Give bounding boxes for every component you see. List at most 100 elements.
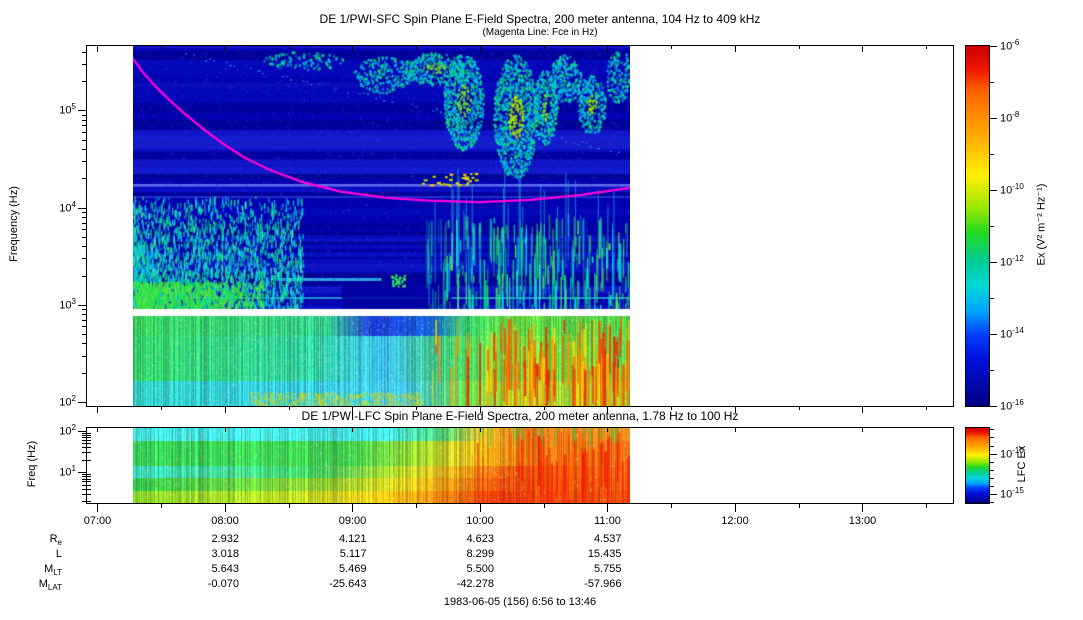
sfc-colorbar-major-tick (990, 190, 997, 191)
lfc-top-tick (97, 428, 99, 432)
ephemeris-value: 5.755 (593, 563, 622, 575)
sfc-y-minor-tick (82, 217, 86, 219)
sfc-y-axis-label: Frequency (Hz) (8, 186, 20, 262)
sfc-y-minor-tick (82, 149, 86, 151)
sfc-bottom-tick (352, 407, 354, 413)
sfc-colorbar-major-tick (990, 262, 997, 263)
sfc-top-tick (607, 46, 609, 52)
lfc-colorbar-minor-tick (990, 477, 994, 479)
sfc-y-minor-tick (82, 314, 86, 316)
lfc-colorbar-minor-tick (990, 461, 994, 463)
sfc-top-tick (862, 46, 864, 52)
lfc-y-minor-tick-inner (87, 440, 91, 442)
sfc-y-minor-tick (82, 139, 86, 141)
sfc-y-minor-tick (82, 275, 86, 277)
lfc-top-tick (607, 428, 609, 432)
sfc-y-minor-tick (82, 125, 86, 127)
sfc-y-major-tick (78, 207, 86, 209)
sfc-y-major-tick (78, 110, 86, 112)
x-major-tick (734, 504, 736, 512)
sfc-y-major-tick (78, 304, 86, 306)
sfc-colorbar-label: Ex (V² m⁻² Hz⁻¹) (1035, 183, 1048, 266)
sfc-colorbar-minor-tick (990, 82, 994, 83)
sfc-y-tick-label: 103 (59, 296, 76, 312)
lfc-y-minor-tick (82, 437, 86, 439)
sfc-bottom-tick (734, 407, 736, 413)
lfc-title: DE 1/PWI-LFC Spin Plane E-Field Spectra,… (301, 409, 739, 423)
lfc-y-minor-tick-inner (87, 476, 91, 478)
sfc-y-minor-tick (82, 222, 86, 224)
lfc-colorbar-minor-tick (990, 429, 994, 431)
ephemeris-value: 15.435 (587, 548, 622, 560)
sfc-top-minor-tick (543, 46, 545, 49)
ephemeris-value: 5.500 (466, 563, 494, 575)
lfc-y-minor-tick (82, 478, 86, 480)
sfc-y-minor-tick (82, 319, 86, 321)
sfc-bottom-minor-tick (798, 407, 800, 410)
x-major-tick (352, 504, 354, 512)
sfc-spectrogram-panel (86, 45, 954, 407)
lfc-y-minor-tick-inner (87, 488, 91, 490)
sfc-y-tick-label: 102 (59, 394, 76, 409)
x-major-tick (97, 504, 99, 512)
sfc-y-minor-tick (82, 258, 86, 260)
lfc-y-minor-tick-inner (87, 434, 91, 436)
sfc-colorbar-tick-label: 10-6 (1000, 38, 1020, 53)
lfc-colorbar (965, 427, 990, 504)
lfc-y-minor-tick (82, 434, 86, 436)
sfc-y-minor-tick (82, 372, 86, 374)
sfc-colorbar-tick-label: 10-10 (1000, 182, 1024, 197)
lfc-y-minor-tick (82, 459, 86, 461)
sfc-top-minor-tick (671, 46, 673, 49)
sfc-y-minor-tick (82, 114, 86, 116)
lfc-y-minor-tick (82, 484, 86, 486)
lfc-y-tick-label: 101 (59, 464, 76, 479)
x-tick-label: 09:00 (338, 515, 367, 527)
lfc-y-minor-tick (82, 493, 86, 495)
ephemeris-value: -0.070 (207, 578, 239, 590)
lfc-y-minor-tick (82, 476, 86, 478)
lfc-colorbar-major-tick (990, 494, 997, 496)
lfc-y-minor-tick-inner (87, 443, 91, 445)
lfc-y-minor-tick-inner (87, 447, 91, 449)
sfc-bottom-tick (607, 407, 609, 413)
sfc-top-minor-tick (926, 46, 928, 49)
sfc-bottom-minor-tick (926, 407, 928, 410)
sfc-y-minor-tick (82, 236, 86, 238)
sfc-y-minor-tick (82, 178, 86, 180)
x-minor-tick (798, 504, 800, 508)
lfc-y-major-tick (78, 472, 86, 474)
sfc-top-tick (352, 46, 354, 52)
ephemeris-value: 5.117 (339, 548, 367, 560)
ephemeris-row-label: Re (49, 533, 62, 548)
ephemeris-value: -57.966 (584, 578, 622, 590)
lfc-y-minor-tick (82, 474, 86, 476)
sfc-bottom-minor-tick (671, 407, 673, 410)
sfc-y-minor-tick (82, 64, 86, 66)
lfc-y-minor-tick-inner (87, 484, 91, 486)
lfc-colorbar-tick-label: 10-15 (1000, 486, 1024, 501)
sfc-colorbar-major-tick (990, 46, 997, 47)
x-major-tick (224, 504, 226, 512)
x-minor-tick (161, 504, 163, 508)
lfc-y-minor-tick (82, 432, 86, 434)
lfc-y-minor-tick (82, 440, 86, 442)
lfc-top-tick (862, 428, 864, 432)
sfc-top-tick (734, 46, 736, 52)
sfc-colorbar (965, 45, 990, 407)
sfc-top-tick (224, 46, 226, 52)
x-tick-label: 12:00 (721, 515, 749, 527)
lfc-top-tick (352, 428, 354, 432)
lfc-colorbar-minor-tick (990, 486, 994, 487)
lfc-top-tick (224, 428, 226, 432)
ephemeris-row-label: MLAT (38, 578, 62, 593)
x-major-tick (479, 504, 481, 512)
sfc-colorbar-minor-tick (990, 370, 994, 371)
x-minor-tick (671, 504, 673, 508)
sfc-y-tick-label: 105 (59, 102, 76, 118)
x-minor-tick (416, 504, 418, 508)
lfc-y-minor-tick (82, 443, 86, 445)
sfc-colorbar-minor-tick (990, 154, 994, 155)
ephemeris-value: 5.643 (211, 563, 239, 575)
